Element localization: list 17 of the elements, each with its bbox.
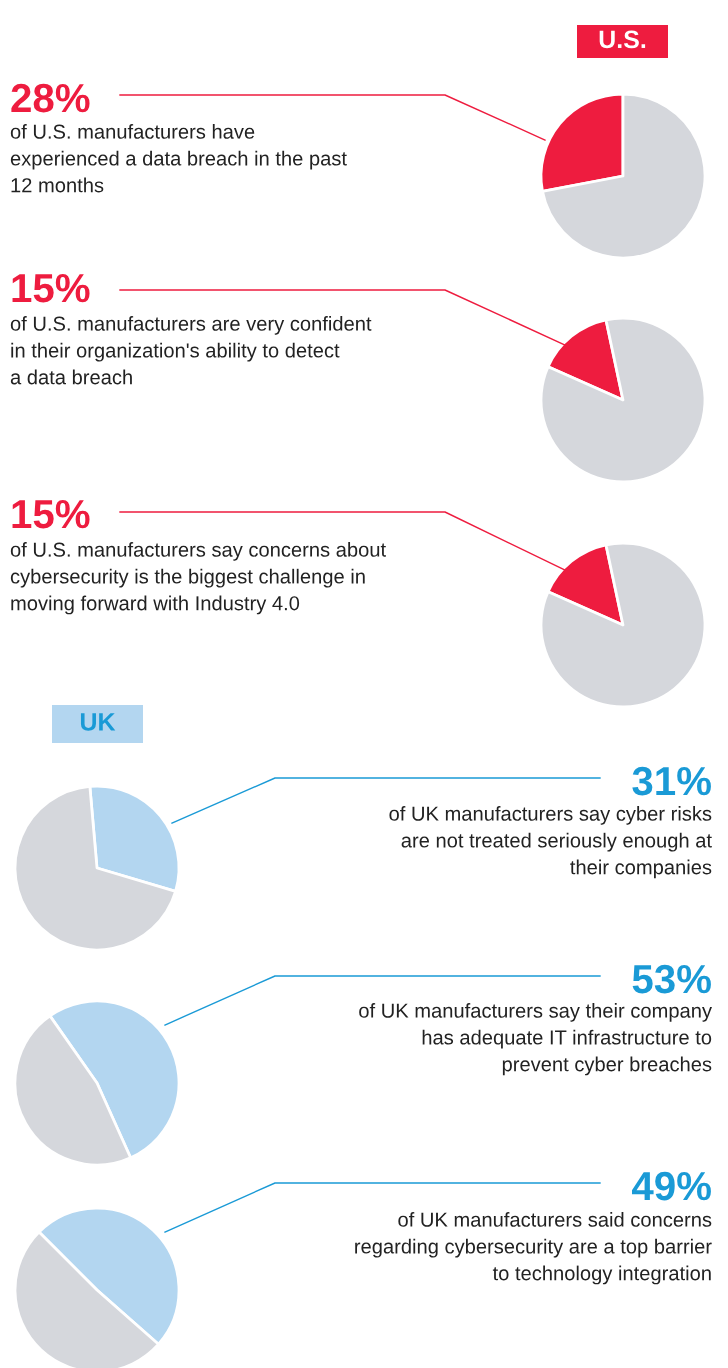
pie-slice: [539, 541, 707, 709]
text: of U.S. manufacturers are very confident in their organization's ability to detect a data breach: [10, 316, 372, 385]
text: 49%: [632, 1171, 711, 1201]
text: 53%: [632, 964, 711, 994]
pie-slice: [541, 92, 707, 260]
text: 31%: [632, 766, 711, 796]
text: UK: [80, 713, 116, 731]
text: 28%: [11, 83, 90, 113]
text: of UK manufacturers said concerns regarding cybersecurity are a top barrier to technology integration: [355, 1212, 712, 1285]
text: of U.S. manufacturers have experienced a data breach in the past 12 months: [10, 124, 347, 193]
text: 15%: [12, 499, 90, 529]
text: of UK manufacturers say cyber risks are not treated seriously enough at their companies: [389, 806, 712, 879]
pie-slice: [539, 316, 707, 484]
text: 15%: [12, 273, 90, 303]
text: of U.S. manufacturers say concerns about cybersecurity is the biggest challenge in moving forward with Industry 4.0: [10, 542, 386, 615]
text: U.S.: [599, 30, 646, 49]
text: of UK manufacturers say their company has adequate IT infrastructure to prevent cyber breaches: [359, 1003, 712, 1076]
